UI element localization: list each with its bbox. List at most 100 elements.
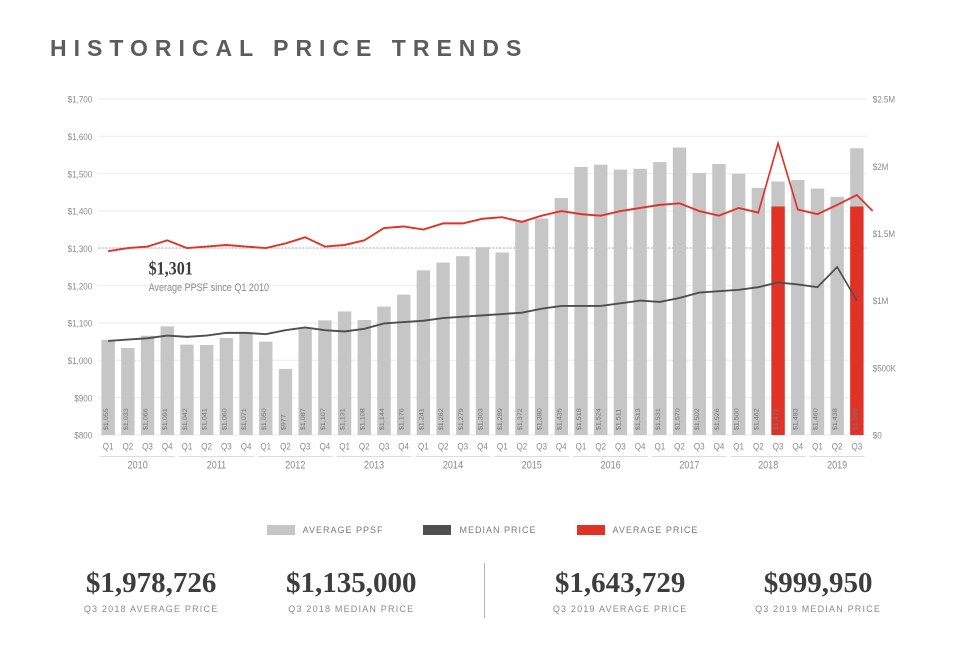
svg-text:$1,131: $1,131 [340,408,346,430]
svg-text:2018: 2018 [758,460,779,472]
bar [752,188,765,435]
svg-text:Q2: Q2 [359,441,370,452]
svg-text:$1,000: $1,000 [68,355,93,366]
svg-text:Q1: Q1 [418,441,429,452]
svg-text:$1,462: $1,462 [754,408,760,430]
note-value: $1,301 [149,257,193,279]
svg-text:Q3: Q3 [615,441,626,452]
svg-text:$1,435: $1,435 [557,408,563,430]
svg-text:Q3: Q3 [536,441,547,452]
svg-text:$1,460: $1,460 [813,408,819,430]
legend-swatch [577,525,605,535]
svg-text:$1,279: $1,279 [458,408,464,430]
page-title: HISTORICAL PRICE TRENDS [50,35,915,62]
svg-text:$1.5M: $1.5M [873,228,895,239]
svg-text:Q1: Q1 [339,441,350,452]
svg-text:Q1: Q1 [497,441,508,452]
svg-text:$1M: $1M [873,296,889,307]
svg-text:Q2: Q2 [517,441,528,452]
svg-text:$1,071: $1,071 [242,408,248,430]
bar [535,218,548,435]
svg-text:2019: 2019 [827,460,848,472]
svg-text:$0: $0 [873,430,882,441]
svg-text:$1,091: $1,091 [163,408,169,430]
svg-text:Q1: Q1 [260,441,271,452]
svg-text:$1,050: $1,050 [261,408,267,430]
svg-text:Q3: Q3 [221,441,232,452]
svg-text:$1,033: $1,033 [123,408,129,430]
svg-text:$1,518: $1,518 [576,408,582,430]
svg-text:$1,108: $1,108 [360,408,366,430]
svg-text:$1,200: $1,200 [68,281,93,292]
svg-text:Q1: Q1 [733,441,744,452]
bar [811,189,824,435]
svg-text:Q1: Q1 [182,441,193,452]
bar [791,180,804,435]
svg-text:$1,483: $1,483 [793,408,799,430]
stat: $1,135,000 Q3 2018 MEDIAN PRICE [286,567,417,614]
svg-text:Q3: Q3 [694,441,705,452]
svg-text:$1,289: $1,289 [498,408,504,430]
bar-highlight [850,207,863,435]
svg-text:2017: 2017 [679,460,700,472]
svg-text:$800: $800 [74,430,92,441]
svg-text:Q2: Q2 [280,441,291,452]
stat-label: Q3 2019 MEDIAN PRICE [755,604,881,614]
svg-text:$1,241: $1,241 [419,408,425,430]
svg-text:Q2: Q2 [438,441,449,452]
svg-text:Q1: Q1 [103,441,114,452]
svg-text:2010: 2010 [128,460,149,472]
svg-text:$977: $977 [281,414,287,430]
stat-label: Q3 2018 MEDIAN PRICE [286,604,417,614]
svg-text:$1,500: $1,500 [68,169,93,180]
svg-text:$1,372: $1,372 [517,408,523,430]
svg-text:$1,066: $1,066 [143,408,149,430]
svg-text:Q1: Q1 [576,441,587,452]
svg-text:Q4: Q4 [635,441,646,452]
svg-text:Q4: Q4 [398,441,409,452]
svg-text:$1,511: $1,511 [616,408,622,430]
svg-text:$1,041: $1,041 [202,408,208,430]
svg-text:$1,531: $1,531 [655,408,661,430]
stat-value: $1,135,000 [286,567,417,600]
svg-text:$1,055: $1,055 [104,408,110,430]
svg-text:$1,500: $1,500 [734,408,740,430]
svg-text:$1,144: $1,144 [379,408,385,430]
stat-value: $1,643,729 [553,567,688,600]
stat-value: $1,978,726 [84,567,219,600]
legend-item: MEDIAN PRICE [423,525,536,535]
legend-label: MEDIAN PRICE [459,525,536,535]
svg-text:$1,262: $1,262 [439,408,445,430]
svg-text:$1,060: $1,060 [222,408,228,430]
svg-text:$1,479: $1,479 [774,408,780,430]
bar [476,247,489,435]
stat: $1,978,726 Q3 2018 AVERAGE PRICE [84,567,219,614]
svg-text:Q4: Q4 [320,441,331,452]
svg-text:$1,303: $1,303 [478,408,484,430]
legend: AVERAGE PPSF MEDIAN PRICE AVERAGE PRICE [50,525,915,535]
bar [594,165,607,435]
legend-label: AVERAGE PRICE [613,525,699,535]
svg-text:$1,176: $1,176 [399,408,405,430]
legend-swatch [267,525,295,535]
svg-text:Q2: Q2 [201,441,212,452]
svg-text:Q3: Q3 [300,441,311,452]
svg-text:Q2: Q2 [122,441,133,452]
legend-swatch [423,525,451,535]
bar [712,164,725,435]
svg-text:$900: $900 [74,393,92,404]
svg-text:2016: 2016 [601,460,622,472]
svg-text:Q3: Q3 [142,441,153,452]
svg-text:$1,300: $1,300 [68,243,93,254]
svg-text:2011: 2011 [207,460,227,472]
svg-text:$1,600: $1,600 [68,131,93,142]
stat-label: Q3 2018 AVERAGE PRICE [84,604,219,614]
stat: $999,950Q3 2019 MEDIAN PRICE [755,567,881,614]
svg-text:Q4: Q4 [241,441,252,452]
svg-text:Q3: Q3 [457,441,468,452]
svg-text:$1,380: $1,380 [537,408,543,430]
svg-text:$1,568: $1,568 [852,408,858,430]
legend-label: AVERAGE PPSF [303,525,384,535]
bar [673,148,686,435]
svg-text:$1,700: $1,700 [68,94,93,105]
